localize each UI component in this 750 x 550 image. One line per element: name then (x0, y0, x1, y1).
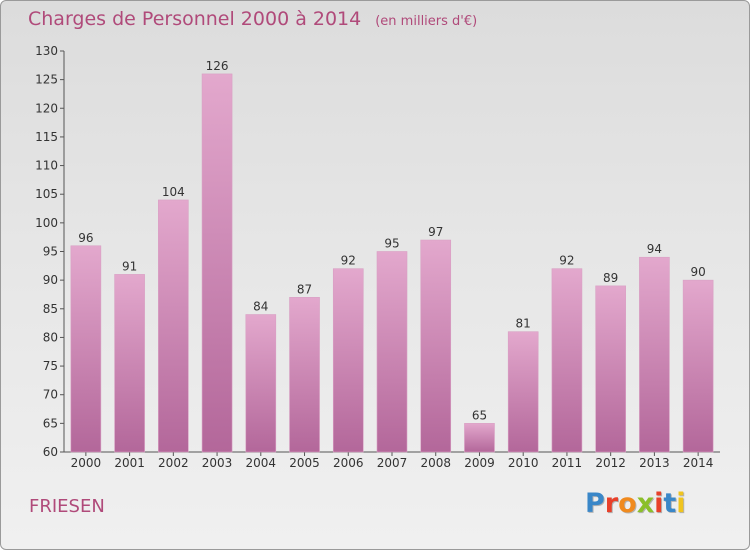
data-label: 90 (690, 265, 705, 279)
x-tick-label: 2004 (246, 456, 277, 470)
proxiti-logo: Proxiti (585, 488, 686, 519)
bar (332, 268, 364, 453)
y-tick-label: 90 (43, 273, 58, 287)
x-tick-label: 2014 (683, 456, 714, 470)
y-tick-label: 75 (43, 359, 58, 373)
data-label: 91 (122, 259, 137, 273)
x-tick-label: 2012 (595, 456, 626, 470)
data-label: 84 (253, 300, 268, 314)
logo-letter: i (676, 488, 686, 519)
data-label: 87 (297, 282, 312, 296)
data-label: 92 (341, 254, 356, 268)
data-label: 104 (162, 185, 185, 199)
bar (376, 251, 408, 453)
y-tick-label: 125 (35, 73, 58, 87)
x-tick-label: 2013 (639, 456, 670, 470)
data-label: 89 (603, 271, 618, 285)
bar (682, 279, 714, 453)
logo-letter: P (585, 488, 605, 519)
bar (551, 268, 583, 453)
data-label: 81 (516, 317, 531, 331)
y-tick-label: 120 (35, 101, 58, 115)
bar (158, 199, 189, 453)
data-label: 96 (78, 231, 93, 245)
data-label: 126 (206, 59, 229, 73)
y-tick-label: 110 (35, 159, 58, 173)
bar (464, 423, 495, 453)
x-tick-label: 2008 (420, 456, 451, 470)
bar (70, 245, 102, 453)
x-tick-label: 2011 (552, 456, 583, 470)
y-tick-label: 95 (43, 245, 58, 259)
y-tick-label: 130 (35, 44, 58, 58)
bar (201, 73, 233, 453)
y-tick-label: 60 (43, 445, 58, 459)
bar (420, 239, 452, 453)
logo-letter: x (636, 488, 655, 519)
bar (114, 274, 145, 453)
commune-name: FRIESEN (29, 496, 105, 517)
x-tick-label: 2003 (202, 456, 233, 470)
x-tick-label: 2010 (508, 456, 539, 470)
logo-letter: i (654, 488, 664, 519)
x-tick-label: 2000 (71, 456, 102, 470)
y-tick-label: 70 (43, 388, 58, 402)
logo-letter: r (604, 488, 619, 519)
x-tick-label: 2007 (377, 456, 408, 470)
bar (595, 285, 626, 453)
data-label: 94 (647, 242, 662, 256)
chart-title-text: Charges de Personnel 2000 à 2014 (28, 8, 362, 30)
bar (507, 331, 539, 453)
x-tick-label: 2005 (289, 456, 320, 470)
chart-unit: (en milliers d'€) (375, 14, 478, 29)
x-tick-label: 2001 (114, 456, 145, 470)
y-tick-label: 100 (35, 216, 58, 230)
y-tick-label: 85 (43, 302, 58, 316)
y-tick-label: 80 (43, 330, 58, 344)
x-tick-label: 2009 (464, 456, 495, 470)
data-label: 92 (559, 254, 574, 268)
bar (289, 297, 320, 453)
x-tick-label: 2002 (158, 456, 189, 470)
y-tick-label: 105 (35, 187, 58, 201)
bar (245, 314, 277, 453)
y-tick-label: 115 (35, 130, 58, 144)
x-tick-label: 2006 (333, 456, 364, 470)
data-label: 65 (472, 408, 487, 422)
bar (639, 256, 670, 453)
data-label: 95 (384, 237, 399, 251)
data-label: 97 (428, 225, 443, 239)
logo-letter: t (663, 488, 677, 519)
logo-letter: o (618, 488, 637, 519)
chart-title: Charges de Personnel 2000 à 2014 (en mill… (28, 8, 477, 30)
y-tick-label: 65 (43, 416, 58, 430)
